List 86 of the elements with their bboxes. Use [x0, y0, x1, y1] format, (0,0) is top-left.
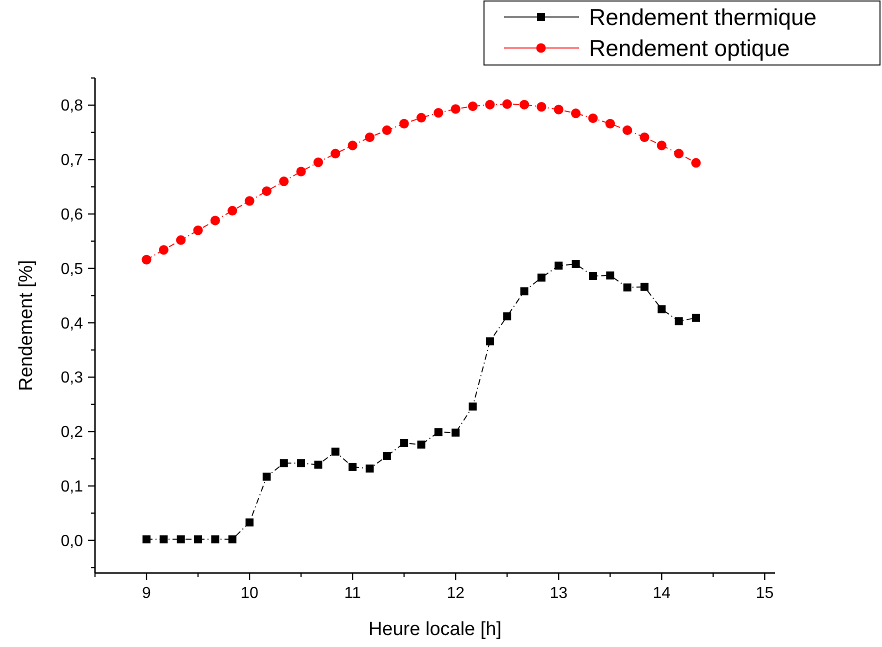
point: [485, 100, 495, 110]
point: [176, 535, 185, 544]
point: [228, 535, 236, 544]
point: [623, 283, 632, 292]
point: [142, 535, 151, 544]
point: [537, 274, 546, 282]
point: [296, 166, 306, 176]
point: [536, 102, 546, 112]
legend-label: Rendement optique: [589, 35, 790, 61]
y-tick-label: 0,6: [60, 206, 84, 224]
point: [674, 317, 683, 326]
point: [640, 282, 648, 291]
x-axis-title: Heure locale [h]: [368, 619, 502, 640]
point: [486, 337, 494, 346]
point: [382, 452, 391, 460]
x-tick-label: 9: [142, 585, 152, 602]
point: [262, 186, 272, 196]
point: [640, 132, 650, 142]
legend-label: Rendement thermique: [589, 4, 817, 30]
point: [588, 113, 598, 124]
x-tick-label: 12: [446, 585, 465, 602]
point: [314, 460, 322, 469]
point: [331, 448, 340, 456]
point: [211, 535, 220, 544]
x-tick-label: 13: [550, 585, 568, 602]
point: [193, 226, 203, 236]
x-tick-label: 15: [756, 585, 774, 602]
y-tick-label: 0,0: [60, 532, 84, 550]
point: [450, 104, 460, 114]
point: [313, 158, 324, 168]
point: [691, 158, 701, 168]
y-tick-label: 0,3: [60, 370, 84, 387]
point: [416, 112, 426, 123]
point: [246, 518, 254, 526]
point: [382, 125, 392, 136]
point: [571, 108, 581, 118]
point: [160, 535, 168, 544]
point: [348, 462, 357, 471]
point: [468, 402, 477, 411]
point: [330, 148, 340, 158]
point: [262, 472, 271, 481]
y-tick-label: 0,7: [60, 152, 84, 170]
point: [692, 314, 700, 322]
point: [605, 118, 615, 128]
y-tick-label: 0,1: [60, 478, 84, 496]
point: [244, 196, 254, 206]
point: [452, 428, 460, 437]
point: [366, 464, 374, 473]
point: [279, 176, 289, 186]
point: [468, 101, 478, 112]
point: [297, 459, 306, 468]
point: [210, 216, 220, 226]
point: [434, 108, 444, 118]
y-tick-label: 0,4: [60, 315, 84, 332]
x-tick-label: 11: [344, 585, 361, 602]
point: [572, 260, 580, 268]
point: [348, 140, 358, 150]
x-tick-label: 14: [652, 585, 671, 602]
x-tick-label: 10: [240, 585, 259, 602]
point: [434, 428, 442, 436]
point: [280, 459, 288, 468]
point: [364, 132, 375, 142]
point: [228, 206, 238, 216]
point: [176, 235, 186, 245]
point: [502, 99, 512, 109]
point: [622, 125, 632, 136]
point: [158, 245, 168, 255]
point: [519, 100, 530, 110]
point: [194, 535, 202, 544]
point: [656, 140, 666, 150]
y-tick-label: 0,2: [60, 424, 84, 442]
point: [520, 287, 528, 296]
point: [142, 254, 152, 264]
y-tick-label: 0,8: [60, 98, 84, 115]
point: [606, 271, 614, 280]
y-axis-title: Rendement [%]: [16, 260, 37, 391]
point: [674, 148, 684, 158]
y-tick-label: 0,5: [60, 260, 84, 278]
point: [400, 438, 408, 447]
point: [658, 305, 666, 314]
point: [554, 104, 564, 114]
point: [399, 118, 409, 128]
point: [554, 262, 563, 270]
point: [503, 312, 512, 320]
point: [417, 440, 426, 449]
point: [588, 272, 597, 280]
